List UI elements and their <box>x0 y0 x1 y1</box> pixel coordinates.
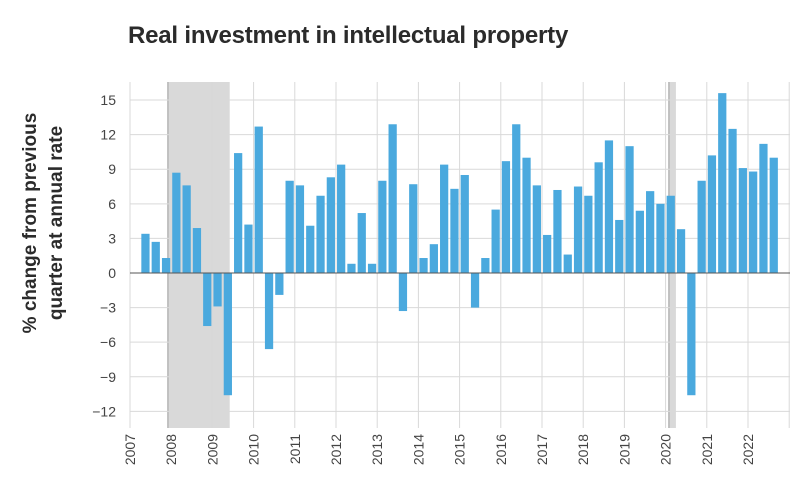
bar <box>151 241 160 273</box>
bar <box>501 161 511 273</box>
bar <box>409 184 418 273</box>
bar <box>254 126 263 273</box>
y-tick-label: −3 <box>100 300 116 316</box>
bar <box>182 185 191 273</box>
x-tick-label: 2007 <box>122 434 138 465</box>
bar <box>738 168 747 273</box>
x-tick-labels-layer: 2007 2008 2009 2010 2011 2012 2013 2014 2015 2016… <box>122 434 756 465</box>
bar <box>625 146 634 273</box>
bar <box>450 188 459 273</box>
y-tick-label: 12 <box>100 127 116 143</box>
x-tick-label: 2009 <box>204 434 220 465</box>
bar <box>429 244 438 273</box>
x-tick-label: 2012 <box>328 434 344 465</box>
y-tick-labels-layer: 15 12 9 6 3 0 −3 −6 −9 −12 <box>92 92 116 419</box>
bar <box>234 153 243 273</box>
bar <box>337 164 346 273</box>
bar <box>161 258 171 273</box>
y-tick-label: 0 <box>108 265 116 281</box>
bar <box>295 185 305 273</box>
y-tick-label: 15 <box>100 92 116 108</box>
bar <box>769 157 778 273</box>
x-tick-label: 2008 <box>163 434 179 465</box>
chart-title: Real investment in intellectual property <box>128 22 569 49</box>
x-tick-label: 2015 <box>452 434 468 465</box>
bar <box>728 128 737 273</box>
bar <box>398 273 408 312</box>
bar <box>460 174 469 273</box>
x-tick-label: 2018 <box>575 434 591 465</box>
bar <box>666 195 675 273</box>
bar <box>264 273 274 350</box>
bar <box>553 189 562 273</box>
bar <box>203 273 212 327</box>
bar <box>635 210 644 273</box>
bar <box>141 233 150 273</box>
bar <box>604 140 614 273</box>
bar <box>543 234 552 273</box>
bar <box>656 203 665 273</box>
x-tick-label: 2020 <box>658 434 674 465</box>
x-tick-label: 2022 <box>740 434 756 465</box>
bar <box>584 195 593 273</box>
bar <box>213 273 222 307</box>
bar <box>440 164 449 273</box>
x-tick-label: 2016 <box>493 434 509 465</box>
bar <box>285 180 294 273</box>
x-tick-label: 2013 <box>369 434 385 465</box>
x-tick-label: 2019 <box>616 434 632 465</box>
bar <box>244 224 253 273</box>
x-tick-label: 2021 <box>699 434 715 465</box>
bar <box>573 186 583 273</box>
bar <box>512 124 521 273</box>
bar <box>388 124 397 273</box>
y-tick-label: −9 <box>100 369 116 385</box>
bar <box>275 273 284 295</box>
bar <box>347 263 356 273</box>
bar <box>316 195 325 273</box>
x-tick-label: 2014 <box>410 434 426 465</box>
bar <box>378 180 387 273</box>
bar <box>419 258 428 273</box>
bar <box>481 258 490 273</box>
bar <box>172 172 181 273</box>
bar <box>326 177 335 273</box>
bar <box>615 219 624 273</box>
bar <box>357 213 366 273</box>
bar <box>192 228 202 273</box>
bar <box>676 229 686 273</box>
bar <box>306 225 315 273</box>
bar <box>491 209 500 273</box>
bar <box>223 273 232 396</box>
bar <box>687 273 696 396</box>
y-tick-label: 9 <box>108 161 116 177</box>
bar <box>697 180 706 273</box>
y-tick-label: −6 <box>100 334 116 350</box>
bar <box>759 143 768 273</box>
bar <box>707 155 717 273</box>
bar <box>646 191 655 273</box>
y-tick-label: 6 <box>108 196 116 212</box>
x-tick-label: 2017 <box>534 434 550 465</box>
bar <box>367 263 377 273</box>
bars-layer <box>141 93 778 396</box>
bar <box>532 185 541 273</box>
bar <box>718 93 727 273</box>
bar <box>594 162 603 273</box>
bar <box>563 254 572 273</box>
x-tick-label: 2011 <box>287 434 303 464</box>
y-tick-label: 3 <box>108 230 116 246</box>
x-tick-label: 2010 <box>246 434 262 465</box>
bar <box>470 273 480 308</box>
bar <box>749 171 758 273</box>
y-tick-label: −12 <box>92 403 116 419</box>
bar <box>522 157 531 273</box>
